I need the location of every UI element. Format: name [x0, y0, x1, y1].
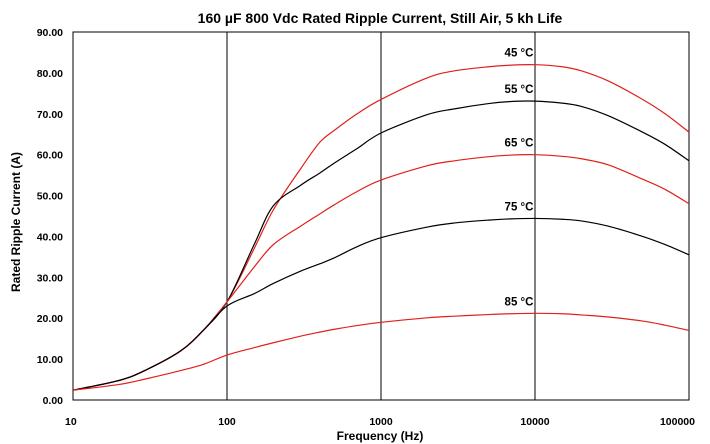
y-tick-label-80.00: 80.00	[37, 68, 63, 80]
y-tick-label-60.00: 60.00	[37, 150, 63, 162]
y-tick-label-40.00: 40.00	[37, 231, 63, 243]
chart-title: 160 µF 800 Vdc Rated Ripple Current, Sti…	[198, 10, 563, 26]
x-tick-label-1000: 1000	[369, 416, 393, 428]
x-axis-label: Frequency (Hz)	[337, 429, 424, 443]
series-line-75-c	[72, 217, 690, 391]
grid	[226, 32, 536, 400]
y-tick-label-90.00: 90.00	[37, 27, 63, 39]
series-label-45-c: 45 °C	[505, 48, 534, 60]
series-label-75-c: 75 °C	[505, 201, 534, 213]
series-line-85-c	[72, 312, 690, 391]
x-tick-label-100: 100	[218, 416, 236, 428]
x-tick-label-100000: 100000	[660, 416, 695, 428]
y-tick-label-0.00: 0.00	[43, 395, 64, 407]
y-axis-label: Rated Ripple Current (A)	[9, 152, 23, 292]
series-label-65-c: 65 °C	[505, 138, 534, 150]
x-tick-label-10000: 10000	[520, 416, 549, 428]
y-tick-label-10.00: 10.00	[37, 354, 63, 366]
series-label-55-c: 55 °C	[505, 84, 534, 96]
y-tick-label-20.00: 20.00	[37, 313, 63, 325]
plot-frame	[72, 31, 690, 401]
x-tick-label-10: 10	[65, 416, 77, 428]
y-tick-label-30.00: 30.00	[37, 272, 63, 284]
series-labels: 45 °C 55 °C 65 °C 75 °C 85 °C	[505, 48, 534, 309]
y-tick-label-70.00: 70.00	[37, 109, 63, 121]
y-axis-ticks: 0.00 10.00 20.00 30.00 40.00 50.00 60.00 70.00 8…	[37, 27, 63, 407]
y-tick-label-50.00: 50.00	[37, 191, 63, 203]
x-axis-ticks: 10 100 1000 10000 100000	[65, 416, 695, 428]
series-label-85-c: 85 °C	[505, 296, 534, 308]
series-layer	[72, 64, 690, 391]
